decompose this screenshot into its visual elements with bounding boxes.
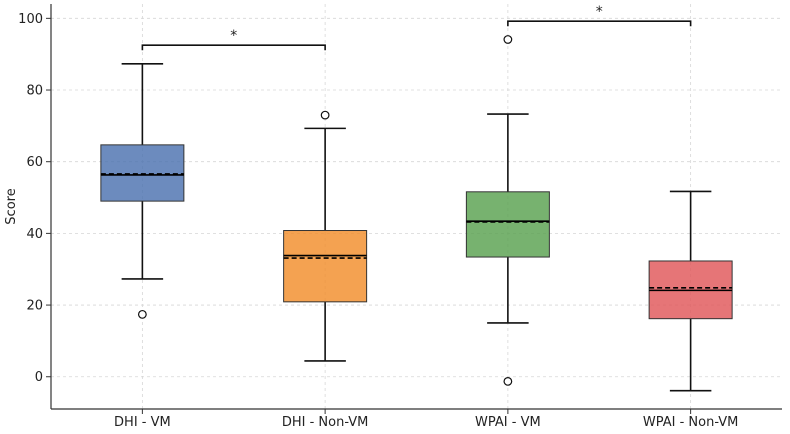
x-tick-label: WPAI - VM — [475, 415, 541, 430]
significance-label: * — [230, 28, 237, 44]
plot-area: ** — [100, 4, 733, 392]
y-tick-label: 0 — [35, 370, 43, 385]
x-tick-label: DHI - VM — [114, 415, 171, 430]
box-group — [648, 190, 733, 392]
significance-bracket: * — [507, 4, 692, 27]
box-group — [465, 35, 550, 386]
box-iqr — [283, 230, 368, 303]
x-tick-label: WPAI - Non-VM — [643, 415, 739, 430]
bracket-line — [141, 44, 326, 51]
box-iqr — [465, 191, 550, 258]
box-iqr — [100, 144, 185, 202]
grid-lines — [51, 4, 782, 409]
outlier-point — [137, 309, 147, 319]
axes: Score 0 20 40 60 80 100 DHI - VM DHI - Non-VM WP… — [4, 4, 782, 430]
y-tick-label: 60 — [26, 155, 43, 170]
outlier-point — [320, 110, 330, 120]
y-tick-label: 40 — [26, 227, 43, 242]
significance-label: * — [596, 4, 603, 20]
box-group — [100, 63, 185, 319]
box-group — [283, 110, 368, 362]
y-tick-label: 100 — [18, 12, 43, 27]
outlier-point — [503, 377, 513, 386]
significance-bracket: * — [141, 28, 326, 51]
x-tick-label: DHI - Non-VM — [282, 415, 369, 430]
y-axis-title: Score — [4, 188, 19, 224]
bracket-line — [507, 20, 692, 27]
y-tick-label: 80 — [26, 84, 43, 99]
outlier-point — [503, 35, 513, 44]
y-tick-label: 20 — [26, 299, 43, 314]
